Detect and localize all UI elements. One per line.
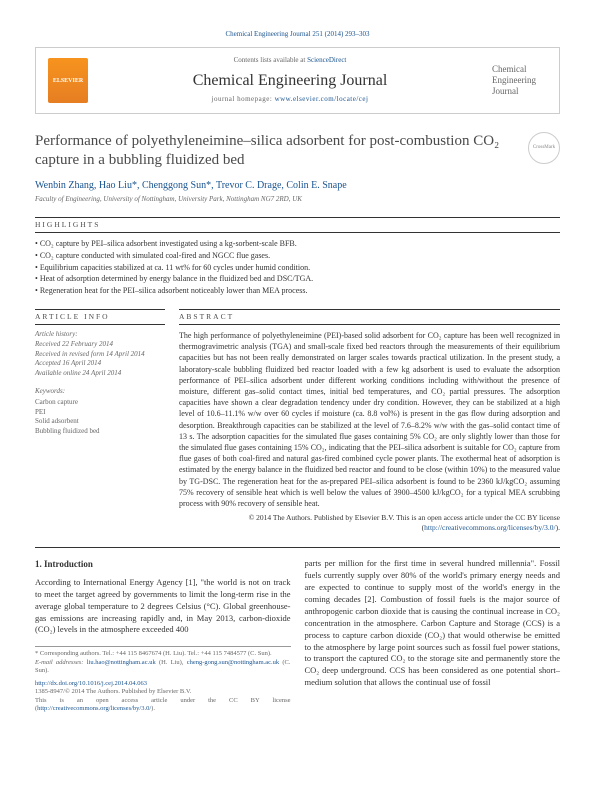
journal-homepage: journal homepage: www.elsevier.com/locat… [88,95,492,104]
highlight-item: CO₂ capture conducted with simulated coa… [35,251,560,262]
intro-heading: 1. Introduction [35,558,291,571]
issn-line: 1385-8947/© 2014 The Authors. Published … [35,688,291,696]
article-info-header: ARTICLE INFO [35,309,165,325]
crossmark-icon[interactable]: CrossMark [528,132,560,164]
doi-link[interactable]: http://dx.doi.org/10.1016/j.cej.2014.04.… [35,680,147,687]
footnotes: * Corresponding authors. Tel.: +44 115 8… [35,646,291,713]
highlight-item: Equilibrium capacities stabilized at ca.… [35,263,560,274]
article-history: Article history: Received 22 February 20… [35,330,165,379]
contents-line: Contents lists available at ScienceDirec… [88,56,492,65]
affiliation: Faculty of Engineering, University of No… [35,195,560,204]
journal-cover-text: Chemical Engineering Journal [492,64,547,96]
highlight-item: Regeneration heat for the PEI–silica ads… [35,286,560,297]
license-line: This is an open access article under the… [35,697,291,714]
right-body-col: parts per million for the first time in … [305,558,561,713]
citation-link[interactable]: Chemical Engineering Journal 251 (2014) … [225,30,369,38]
email-note: E-mail addresses: liu.hao@nottingham.ac.… [35,659,291,676]
intro-right-para: parts per million for the first time in … [305,558,561,689]
keywords: Keywords: Carbon capture PEI Solid adsor… [35,387,165,437]
journal-header: ELSEVIER Contents lists available at Sci… [35,47,560,113]
abstract-text: The high performance of polyethyleneimin… [179,330,560,509]
citation-bar: Chemical Engineering Journal 251 (2014) … [35,30,560,39]
doi-line: http://dx.doi.org/10.1016/j.cej.2014.04.… [35,680,291,688]
article-info-col: ARTICLE INFO Article history: Received 2… [35,309,165,533]
email-link-1[interactable]: liu.hao@nottingham.ac.uk [87,659,156,666]
highlights-header: HIGHLIGHTS [35,217,560,233]
highlight-item: CO₂ capture by PEI–silica adsorbent inve… [35,239,560,250]
journal-title: Chemical Engineering Journal [88,70,492,92]
elsevier-logo: ELSEVIER [48,58,88,103]
license-link[interactable]: http://creativecommons.org/licenses/by/3… [424,523,556,532]
journal-center: Contents lists available at ScienceDirec… [88,56,492,104]
intro-left-para: According to International Energy Agency… [35,577,291,636]
abstract-header: ABSTRACT [179,309,560,325]
abstract-col: ABSTRACT The high performance of polyeth… [179,309,560,533]
footer-license-link[interactable]: http://creativecommons.org/licenses/by/3… [37,705,151,712]
article-title: Performance of polyethyleneimine–silica … [35,132,560,171]
copyright-line: © 2014 The Authors. Published by Elsevie… [179,513,560,533]
authors: Wenbin Zhang, Hao Liu*, Chenggong Sun*, … [35,179,560,193]
body-columns: 1. Introduction According to Internation… [35,558,560,713]
corresponding-note: * Corresponding authors. Tel.: +44 115 8… [35,650,291,658]
email-link-2[interactable]: cheng-gong.sun@nottingham.ac.uk [187,659,279,666]
highlights-list: CO₂ capture by PEI–silica adsorbent inve… [35,239,560,297]
sciencedirect-link[interactable]: ScienceDirect [307,56,346,64]
homepage-link[interactable]: www.elsevier.com/locate/cej [275,95,369,103]
info-abstract-row: ARTICLE INFO Article history: Received 2… [35,309,560,533]
section-divider [35,547,560,548]
left-body-col: 1. Introduction According to Internation… [35,558,291,713]
highlight-item: Heat of adsorption determined by energy … [35,274,560,285]
